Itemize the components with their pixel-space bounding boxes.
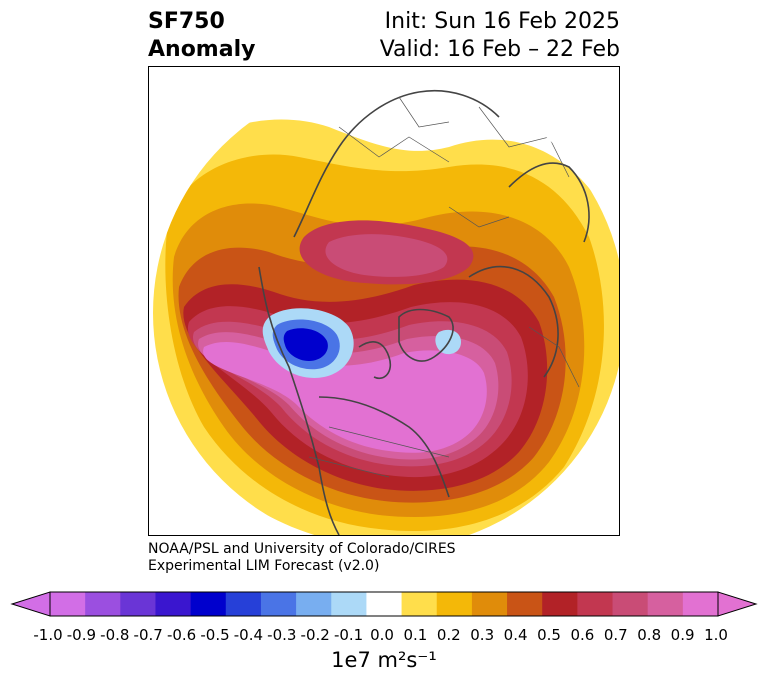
colorbar-segment: [401, 592, 438, 616]
map-panel: [148, 66, 620, 536]
colorbar-units: 1e7 m²s⁻¹: [331, 648, 437, 672]
colorbar-tick-label: -0.9: [66, 626, 97, 644]
anomaly-map: [153, 77, 619, 535]
forecast-dates: Init: Sun 16 Feb 2025 Valid: 16 Feb – 22…: [380, 8, 620, 64]
colorbar-frame: [49, 591, 719, 617]
colorbar-tick-label: -1.0: [33, 626, 63, 644]
colorbar-tick-label: 0.0: [370, 626, 394, 644]
colorbar-segment: [436, 592, 473, 616]
political-borders: [308, 96, 580, 478]
colorbar-tick-label: -0.3: [267, 626, 297, 644]
cool-anomaly-core: [283, 328, 328, 361]
coastlines: [258, 89, 590, 535]
colorbar-tick-label: -0.7: [133, 626, 163, 644]
colorbar-tick-label: 0.6: [570, 626, 595, 644]
colorbar-segment: [190, 592, 227, 616]
colorbar-segment: [331, 592, 367, 616]
init-date: Init: Sun 16 Feb 2025: [384, 9, 620, 34]
colorbar-segment: [225, 592, 262, 616]
colorbar-extend-low: [10, 591, 51, 617]
colorbar-tick-label: -0.2: [300, 626, 330, 644]
variable-label: SF750: [148, 9, 225, 34]
credit-block: NOAA/PSL and University of Colorado/CIRE…: [148, 541, 456, 575]
colorbar-tick-label: 0.1: [403, 626, 428, 644]
colorbar-tick-label: 0.2: [436, 626, 461, 644]
colorbar-segment: [612, 592, 649, 616]
colorbar-tick-label: -0.4: [233, 626, 264, 644]
colorbar-tick-label: 0.7: [603, 626, 628, 644]
colorbar-segment: [542, 592, 578, 616]
colorbar-tick-label: 0.4: [503, 626, 528, 644]
colorbar-tick-label: 0.8: [637, 626, 662, 644]
colorbar-segment: [577, 592, 614, 616]
colorbar-segment: [507, 592, 543, 616]
colorbar-segment: [647, 592, 684, 616]
warm-anomaly-peak-magenta: [203, 341, 487, 453]
colorbar-tick-label: 0.9: [670, 626, 695, 644]
colorbar-segment: [471, 592, 508, 616]
colorbar-segment: [85, 592, 121, 616]
colorbar-segment: [296, 592, 332, 616]
colorbar-segment: [682, 592, 719, 616]
colorbar-tick-label: 0.5: [537, 626, 561, 644]
valid-range: Valid: 16 Feb – 22 Feb: [379, 37, 620, 62]
colorbar-tick-label: -0.5: [200, 626, 230, 644]
credit-line-1: NOAA/PSL and University of Colorado/CIRE…: [148, 541, 456, 557]
colorbar-tick-label: 0.3: [470, 626, 495, 644]
colorbar-segment: [155, 592, 192, 616]
colorbar-tick-label: -0.8: [100, 626, 130, 644]
colorbar-segment: [50, 592, 86, 616]
cool-anomaly-north: [295, 77, 342, 84]
colorbar-segment: [366, 592, 403, 616]
credit-line-2: Experimental LIM Forecast (v2.0): [148, 558, 380, 574]
colorbar-tick-label: -0.1: [333, 626, 364, 644]
colorbar-tick-label: 1.0: [704, 626, 728, 644]
colorbar-segment: [260, 592, 297, 616]
colorbar-extend-high: [717, 591, 758, 617]
map-title: SF750 Anomaly: [148, 8, 255, 64]
northern-pink-lobe: [325, 234, 448, 277]
colorbar: [10, 591, 758, 617]
colorbar-ticks: -1.0 -0.9 -0.8 -0.7 -0.6 -0.5 -0.4 -0.3 -0.2 -0.1…: [0, 626, 768, 646]
colorbar-segment: [120, 592, 156, 616]
colorbar-tick-label: -0.6: [166, 626, 197, 644]
anomaly-label: Anomaly: [148, 37, 256, 62]
